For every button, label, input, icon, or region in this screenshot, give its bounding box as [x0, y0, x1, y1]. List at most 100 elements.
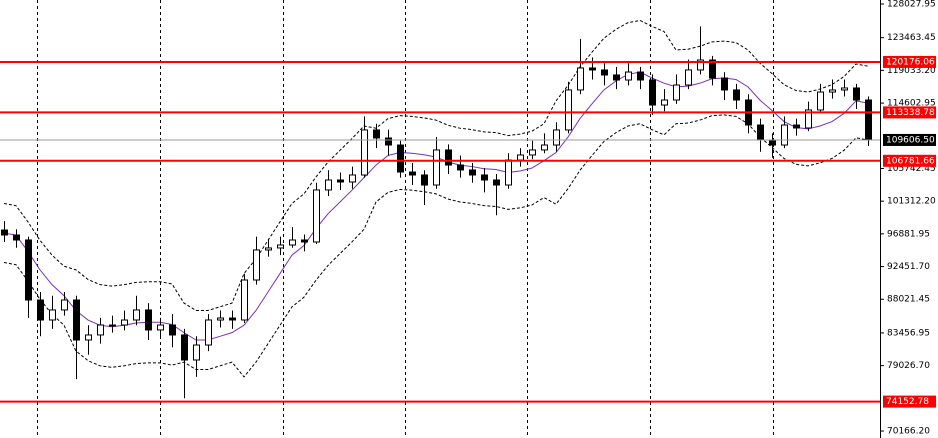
candle-body — [265, 247, 272, 251]
candle-body — [481, 174, 488, 181]
candle-body — [601, 69, 608, 76]
level-label: 120176.06 — [886, 57, 935, 67]
candle-body — [829, 89, 836, 93]
candle-body — [25, 239, 32, 301]
candle-body — [217, 317, 224, 321]
candle-body — [721, 77, 728, 91]
candle-body — [289, 239, 296, 246]
candle-body — [13, 234, 20, 241]
candle-body — [589, 67, 596, 71]
candle-body — [169, 324, 176, 336]
candle-body — [373, 129, 380, 139]
level-box — [883, 106, 936, 119]
candle-body — [577, 67, 584, 91]
candle-body — [325, 179, 332, 191]
candle-body — [793, 124, 800, 129]
candle-body — [433, 149, 440, 186]
y-tick-label: 114602.95 — [887, 99, 936, 109]
candle-body — [421, 174, 428, 186]
y-tick-label: 70166.20 — [887, 427, 930, 437]
candle-body — [553, 129, 560, 146]
y-tick-label: 79026.70 — [887, 361, 930, 371]
vertical-grid — [37, 0, 774, 438]
candle-body — [613, 74, 620, 81]
level-label: 113338.78 — [886, 108, 935, 118]
y-tick-label: 101312.20 — [887, 197, 936, 207]
y-tick-label: 105742.45 — [887, 164, 936, 174]
indicator-line — [3, 19, 869, 311]
candle-body — [661, 99, 668, 106]
candle-body — [145, 309, 152, 331]
candle-body — [229, 317, 236, 321]
candle-body — [853, 87, 860, 101]
indicator-line — [3, 114, 869, 378]
candle-body — [277, 244, 284, 249]
candle-body — [85, 334, 92, 341]
candle-body — [805, 109, 812, 129]
candle-body — [649, 79, 656, 106]
level-box — [883, 154, 936, 167]
candle-body — [385, 137, 392, 146]
candle-body — [49, 309, 56, 321]
candle-body — [625, 71, 632, 81]
candle-body — [349, 174, 356, 183]
candle-body — [457, 164, 464, 171]
current-price-label: 109606.50 — [886, 135, 935, 145]
candle-body — [769, 139, 776, 146]
candle-body — [529, 149, 536, 156]
candle-body — [397, 144, 404, 173]
candle-body — [685, 69, 692, 86]
y-tick-label: 96881.95 — [887, 229, 930, 239]
y-tick-label: 123463.45 — [887, 33, 936, 43]
level-box — [883, 55, 936, 68]
candle-body — [193, 344, 200, 361]
candle-body — [61, 299, 68, 311]
candle-body — [97, 324, 104, 336]
candle-body — [133, 309, 140, 321]
level-box — [883, 395, 936, 408]
candle-body — [361, 129, 368, 176]
candle-body — [493, 179, 500, 186]
current-price-box — [883, 133, 936, 146]
candle-body — [709, 59, 716, 79]
candle-body — [313, 189, 320, 243]
level-label: 106781.66 — [886, 156, 935, 166]
candle-body — [841, 87, 848, 91]
y-tick-label: 119033.20 — [887, 66, 936, 76]
candle-body — [517, 154, 524, 161]
candle-body — [733, 89, 740, 101]
candle-body — [637, 71, 644, 81]
candle-body — [121, 319, 128, 326]
candle-body — [205, 319, 212, 346]
y-tick-label: 128027.95 — [887, 0, 936, 10]
candle-body — [865, 99, 872, 141]
candle-body — [181, 334, 188, 361]
candle-body — [673, 84, 680, 101]
candle-body — [301, 239, 308, 243]
candle-body — [37, 299, 44, 321]
candle-body — [505, 159, 512, 186]
candle-body — [409, 171, 416, 176]
candle-body — [445, 149, 452, 166]
candle-body — [541, 144, 548, 151]
candle-body — [817, 91, 824, 111]
candle-body — [253, 249, 260, 281]
candle-body — [241, 279, 248, 321]
y-tick-label: 88021.45 — [887, 295, 930, 305]
y-tick-label: 92451.70 — [887, 262, 930, 272]
candle-body — [697, 59, 704, 71]
candle-body — [157, 324, 164, 331]
candle-body — [73, 299, 80, 341]
level-label: 74152.78 — [886, 397, 929, 407]
candle-body — [781, 124, 788, 146]
candle-body — [565, 89, 572, 131]
candle-body — [757, 124, 764, 141]
candle-body — [109, 324, 116, 327]
candle-body — [337, 179, 344, 183]
candle-body — [1, 229, 8, 236]
candle-body — [469, 169, 476, 176]
y-tick-label: 83456.95 — [887, 328, 930, 338]
